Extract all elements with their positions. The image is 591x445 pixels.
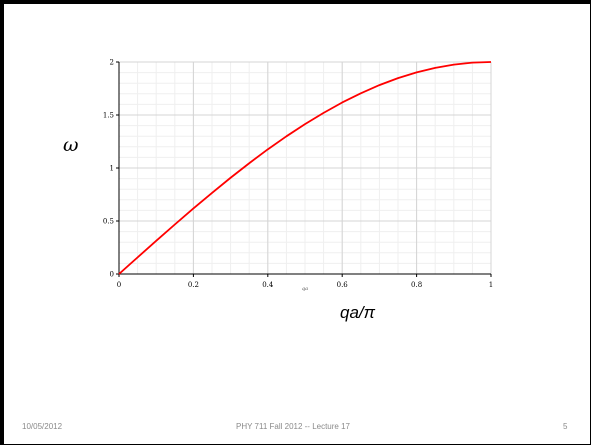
x-tick-label: 0 [117, 281, 121, 289]
x-axis-small-label: qa [302, 286, 308, 292]
dispersion-plot: 0 0.2 0.4 0.6 0.8 1 0 0.5 1 1.5 2 qa [103, 59, 493, 293]
x-tick-label: 0.2 [188, 281, 199, 289]
x-tick-label: 0.4 [262, 281, 274, 289]
footer-lecture-title: PHY 711 Fall 2012 -- Lecture 17 [236, 422, 350, 431]
x-tick-label: 0.6 [337, 281, 349, 289]
footer-page-number: 5 [563, 422, 568, 431]
x-tick-label: 0.8 [411, 281, 422, 289]
slide-left-accent-bar [0, 0, 4, 445]
y-axis-omega-label: ω [63, 134, 79, 156]
slide-top-accent-bar [0, 0, 591, 4]
footer-date: 10/05/2012 [22, 422, 63, 431]
y-tick-label: 2 [110, 59, 114, 67]
y-tick-label: 1 [110, 165, 114, 173]
x-axis-qa-over-pi-label: qa/π [340, 303, 376, 322]
y-tick-label: 1.5 [103, 112, 114, 120]
dispersion-curve [118, 61, 492, 275]
x-tick-label: 1 [489, 281, 493, 289]
y-tick-label: 0.5 [103, 218, 114, 226]
y-tick-label: 0 [110, 271, 114, 279]
